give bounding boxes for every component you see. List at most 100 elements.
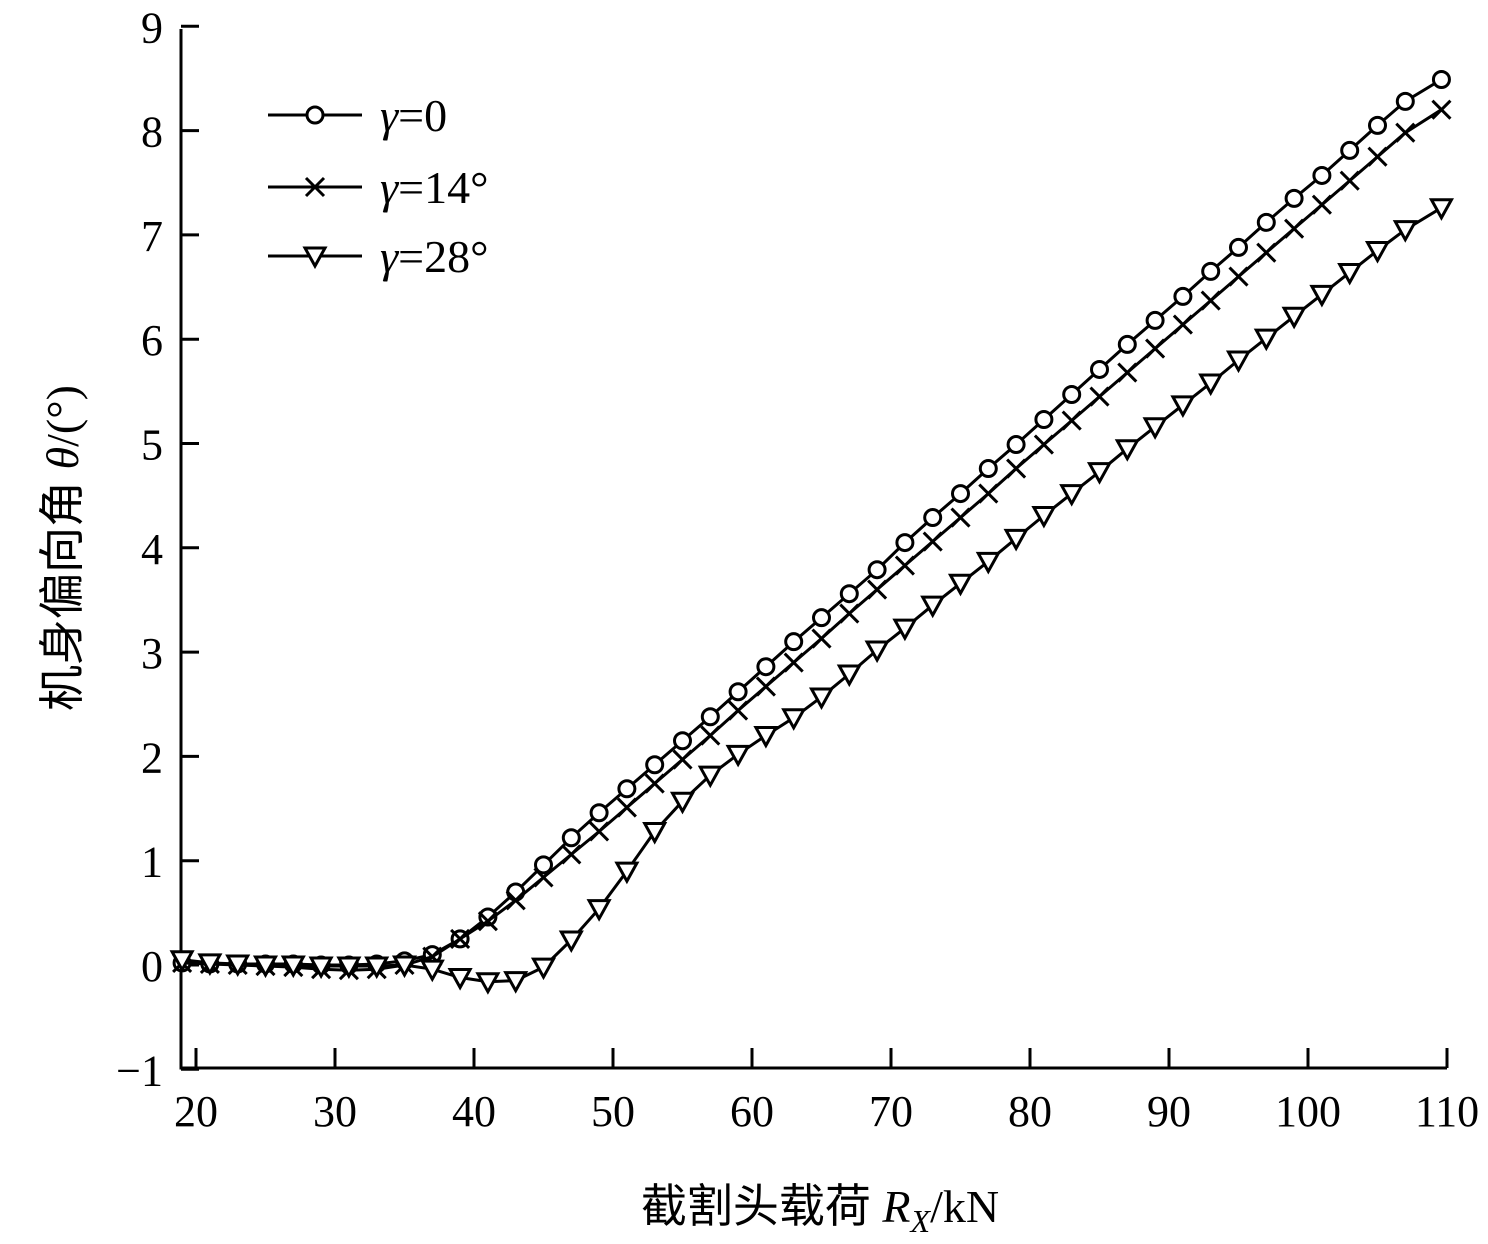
x-marker bbox=[561, 844, 582, 865]
series-1 bbox=[172, 99, 1452, 981]
triangle-down-marker bbox=[1309, 284, 1335, 308]
x-marker bbox=[304, 176, 326, 198]
y-tick-label: 5 bbox=[141, 421, 163, 470]
triangle-down-marker bbox=[753, 726, 779, 749]
triangle-down-marker bbox=[558, 930, 584, 954]
y-tick-label: 3 bbox=[141, 629, 163, 678]
x-marker bbox=[922, 531, 943, 552]
triangle-down-marker bbox=[669, 791, 696, 815]
x-marker bbox=[1117, 362, 1138, 383]
triangle-down-marker bbox=[947, 573, 974, 597]
triangle-down-marker bbox=[892, 618, 918, 642]
circle-marker bbox=[923, 508, 943, 528]
circle-marker bbox=[645, 755, 665, 775]
triangle-down-marker bbox=[697, 765, 723, 789]
circle-marker bbox=[1284, 188, 1304, 208]
x-marker bbox=[950, 507, 971, 528]
x-marker bbox=[811, 628, 832, 649]
x-marker bbox=[1339, 170, 1360, 191]
x-tick-label: 90 bbox=[1147, 1087, 1191, 1136]
x-marker bbox=[700, 725, 721, 746]
circle-marker bbox=[589, 803, 609, 823]
y-tick-label: 8 bbox=[141, 108, 163, 157]
triangle-down-marker bbox=[1031, 505, 1057, 529]
x-tick-label: 70 bbox=[869, 1087, 913, 1136]
x-marker bbox=[1006, 458, 1027, 479]
x-tick-label: 40 bbox=[452, 1087, 496, 1136]
x-tick-label: 80 bbox=[1008, 1087, 1052, 1136]
triangle-down-marker bbox=[1364, 241, 1391, 264]
x-marker bbox=[755, 676, 776, 697]
x-marker bbox=[644, 773, 665, 794]
x-marker bbox=[1089, 386, 1110, 407]
circle-marker bbox=[812, 608, 831, 628]
axis-lines bbox=[179, 29, 1447, 1070]
triangle-down-marker bbox=[864, 640, 890, 664]
triangle-down-marker bbox=[836, 664, 862, 688]
x-marker bbox=[1256, 242, 1277, 263]
series-2 bbox=[169, 198, 1454, 995]
triangle-down-marker bbox=[503, 971, 529, 994]
circle-marker bbox=[1312, 165, 1332, 185]
x-marker bbox=[1367, 146, 1388, 167]
y-tick-label: 0 bbox=[141, 942, 163, 991]
circle-marker bbox=[1062, 384, 1082, 404]
x-marker bbox=[672, 749, 693, 770]
legend-item: γ=28° bbox=[268, 231, 488, 282]
triangle-down-marker bbox=[642, 821, 668, 845]
triangle-down-marker bbox=[308, 956, 334, 980]
circle-marker bbox=[1090, 359, 1109, 379]
x-tick-label: 50 bbox=[591, 1087, 635, 1136]
triangle-down-marker bbox=[1198, 373, 1224, 397]
circle-marker bbox=[1431, 69, 1451, 89]
x-marker bbox=[616, 797, 637, 818]
triangle-down-marker bbox=[1225, 350, 1252, 374]
x-marker bbox=[728, 700, 749, 721]
triangle-down-marker bbox=[530, 957, 557, 981]
x-marker bbox=[894, 555, 915, 576]
x-marker bbox=[1033, 434, 1054, 455]
circle-marker bbox=[700, 707, 720, 727]
circle-marker bbox=[617, 779, 637, 799]
series-line bbox=[181, 206, 1443, 984]
circle-marker bbox=[1117, 334, 1137, 354]
y-tick-label: 1 bbox=[141, 838, 163, 887]
triangle-down-marker bbox=[920, 595, 946, 619]
x-marker bbox=[1061, 410, 1082, 431]
y-tick-label: 7 bbox=[141, 212, 163, 261]
triangle-down-marker bbox=[808, 687, 835, 711]
x-marker bbox=[839, 603, 860, 624]
x-marker bbox=[978, 483, 999, 504]
x-tick-label: 30 bbox=[313, 1087, 357, 1136]
x-marker bbox=[450, 928, 471, 949]
triangle-down-marker bbox=[391, 955, 418, 979]
circle-marker bbox=[561, 828, 581, 848]
legend-label: γ=14° bbox=[380, 162, 488, 213]
triangle-down-marker bbox=[1086, 462, 1113, 485]
triangle-down-marker bbox=[225, 954, 251, 978]
series-line bbox=[182, 78, 1443, 967]
circle-marker bbox=[728, 682, 748, 702]
triangle-down-marker bbox=[252, 955, 279, 979]
triangle-down-marker bbox=[725, 744, 751, 768]
triangle-down-marker bbox=[781, 708, 807, 731]
circle-marker bbox=[534, 855, 553, 875]
x-marker bbox=[589, 821, 610, 842]
circle-marker bbox=[1201, 261, 1221, 281]
y-axis-title: 机身偏向角 θ/(°) bbox=[37, 385, 88, 711]
circle-marker bbox=[1256, 212, 1276, 232]
circle-marker bbox=[1368, 115, 1387, 135]
triangle-down-marker bbox=[169, 950, 195, 973]
x-tick-label: 60 bbox=[730, 1087, 774, 1136]
series-line bbox=[182, 108, 1443, 972]
x-axis-title: 截割头载荷 RX/kN bbox=[641, 1181, 999, 1239]
x-marker bbox=[505, 890, 526, 911]
triangle-down-marker bbox=[1281, 306, 1307, 330]
x-marker bbox=[533, 867, 554, 888]
circle-marker bbox=[756, 657, 776, 677]
x-marker bbox=[1200, 290, 1221, 311]
triangle-down-marker bbox=[1253, 328, 1279, 352]
triangle-down-marker bbox=[419, 959, 445, 983]
triangle-down-marker bbox=[1170, 395, 1196, 418]
